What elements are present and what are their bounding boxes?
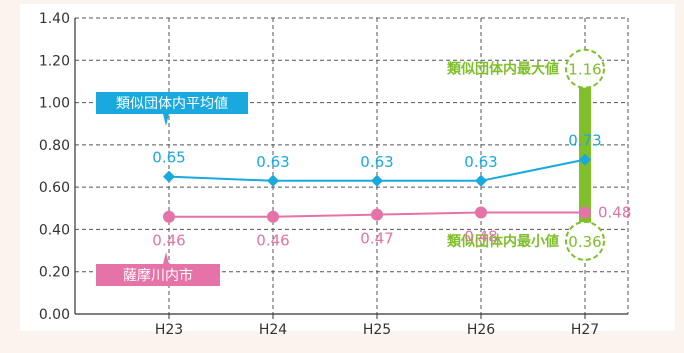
legend-box-1 bbox=[96, 264, 220, 286]
x-tick-label: H27 bbox=[571, 322, 599, 338]
y-tick-label: 1.20 bbox=[39, 53, 70, 69]
series-group bbox=[163, 153, 591, 223]
series-point-1 bbox=[163, 210, 175, 223]
y-tick-label: 0.40 bbox=[39, 222, 70, 238]
legend-box-0 bbox=[96, 92, 248, 114]
legend-label-1: 薩摩川内市 bbox=[123, 267, 193, 284]
series-point-0 bbox=[267, 174, 279, 187]
data-label-0: 0.65 bbox=[152, 149, 185, 167]
data-label-1: 0.47 bbox=[360, 230, 393, 248]
series-point-0 bbox=[579, 153, 591, 166]
legend-pointer-1 bbox=[163, 252, 169, 264]
legend-pointer-0 bbox=[163, 114, 169, 126]
series-point-0 bbox=[163, 170, 175, 183]
y-tick-label: 1.00 bbox=[39, 96, 70, 112]
series-point-1 bbox=[579, 206, 591, 219]
data-label-0: 0.63 bbox=[464, 153, 497, 171]
data-label-0: 0.63 bbox=[360, 153, 393, 171]
labels-group: 0.65 0.63 0.63 0.63 0.73 0.46 0.46 0.47 0.48 0.48 bbox=[152, 132, 631, 250]
series-point-1 bbox=[371, 208, 383, 221]
range-max-circle bbox=[565, 48, 605, 89]
range-min-circle bbox=[565, 220, 605, 261]
x-tick-label: H25 bbox=[363, 322, 391, 338]
y-tick-label: 0.20 bbox=[39, 265, 70, 281]
y-tick-label: 0.80 bbox=[39, 138, 70, 154]
x-tick-label: H26 bbox=[467, 322, 495, 338]
range-min-name: 類似団体内最小値 bbox=[446, 233, 559, 250]
series-point-0 bbox=[371, 174, 383, 187]
y-tick-label: 0.60 bbox=[39, 180, 70, 196]
range-bar bbox=[579, 68, 591, 238]
range-min-label: 0.36 bbox=[568, 233, 601, 251]
data-label-1: 0.48 bbox=[598, 204, 631, 222]
series-point-1 bbox=[475, 206, 487, 219]
data-label-1: 0.48 bbox=[464, 228, 497, 246]
series-point-0 bbox=[475, 174, 487, 187]
axes: 0.00 0.20 0.40 0.60 0.80 1.00 1.20 1.40 H23 H24 H2… bbox=[39, 11, 628, 338]
y-tick-label: 0.00 bbox=[39, 307, 70, 323]
x-tick-label: H23 bbox=[155, 322, 183, 338]
range-max-label: 1.16 bbox=[568, 61, 601, 79]
data-label-0: 0.63 bbox=[256, 153, 289, 171]
data-label-1: 0.46 bbox=[256, 232, 289, 250]
y-tick-label: 1.40 bbox=[39, 11, 70, 27]
series-point-1 bbox=[267, 210, 279, 223]
range-max-name: 類似団体内最大値 bbox=[446, 61, 559, 78]
x-tick-label: H24 bbox=[259, 322, 287, 338]
data-label-1: 0.46 bbox=[152, 232, 185, 250]
data-label-0: 0.73 bbox=[568, 132, 601, 150]
legend-label-0: 類似団体内平均値 bbox=[116, 96, 228, 112]
